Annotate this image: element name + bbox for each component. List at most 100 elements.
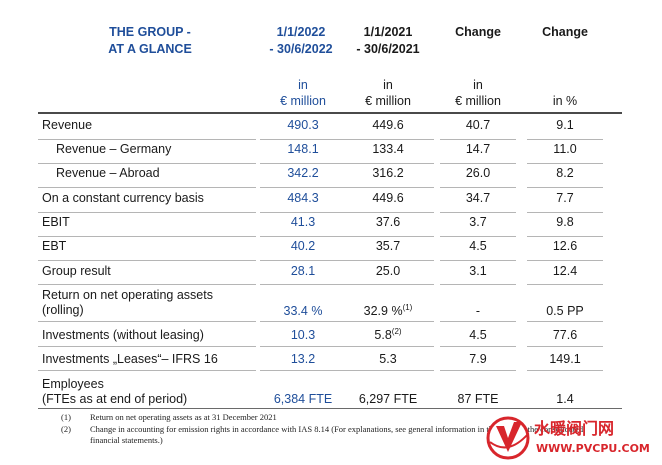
row-divider [342, 260, 434, 261]
header-rule [38, 112, 622, 114]
value-current-period: 484.3 [258, 191, 348, 206]
cell-value: 484.3 [287, 191, 319, 205]
cell-value: 37.6 [375, 215, 401, 229]
watermark-brand: 水暖阀门网 [534, 419, 614, 438]
row-divider [260, 370, 346, 371]
value-change-absolute: 3.1 [438, 264, 518, 279]
row-label: Revenue – Germany [56, 142, 172, 156]
row-divider [260, 346, 346, 347]
cell-value: 28.1 [290, 264, 316, 278]
cell-value: 7.9 [469, 352, 487, 366]
cell-value: 87 FTE [457, 392, 499, 406]
value-change-absolute: - [438, 304, 518, 319]
cell-value: 449.6 [372, 191, 404, 205]
cell-value: 26.0 [465, 166, 491, 180]
value-change-percent: 0.5 PP [525, 304, 605, 319]
row-divider [440, 236, 516, 237]
value-current-period: 41.3 [258, 215, 348, 230]
value-change-absolute: 3.7 [438, 215, 518, 230]
value-change-percent: 12.4 [525, 264, 605, 279]
row-divider [342, 284, 434, 285]
cell-value: 148.1 [287, 142, 319, 156]
row-label: Revenue – Abroad [56, 166, 160, 180]
cell-value: 77.6 [552, 328, 578, 342]
table-title: THE GROUP - AT A GLANCE [108, 25, 192, 56]
value-change-absolute: 26.0 [438, 166, 518, 181]
cell-value: 0.5 PP [546, 304, 584, 318]
row-divider [38, 212, 256, 213]
cell-value: 32.9 % [363, 304, 403, 318]
cell-value: 34.7 [465, 191, 491, 205]
value-prior-period: 25.0 [340, 264, 436, 279]
row-divider [38, 284, 256, 285]
cell-value: 490.3 [287, 118, 319, 132]
cell-value: 8.2 [556, 166, 574, 180]
row-divider [260, 321, 346, 322]
row-divider [342, 163, 434, 164]
unit-prior-period: in € million [365, 78, 411, 108]
value-current-period: 6,384 FTE [258, 392, 348, 407]
value-change-percent: 11.0 [525, 142, 605, 157]
row-divider [440, 139, 516, 140]
cell-value: 5.8 [374, 328, 392, 342]
row-divider [440, 187, 516, 188]
row-label: Return on net operating assets (rolling) [42, 288, 213, 317]
value-change-percent: 12.6 [525, 239, 605, 254]
row-label: On a constant currency basis [42, 191, 204, 205]
row-divider [342, 212, 434, 213]
cell-value: 3.7 [469, 215, 487, 229]
watermark-logo: 水暖阀门网 WWW.PVCPU.COM [478, 412, 662, 460]
value-prior-period: 133.4 [340, 142, 436, 157]
row-divider [527, 139, 603, 140]
row-label: EBT [42, 239, 67, 253]
row-divider [440, 284, 516, 285]
row-divider [260, 260, 346, 261]
value-current-period: 490.3 [258, 118, 348, 133]
cell-value: 3.1 [469, 264, 487, 278]
value-change-absolute: 87 FTE [438, 392, 518, 407]
cell-value: 1.4 [556, 392, 574, 406]
cell-value: 7.7 [556, 191, 574, 205]
value-change-percent: 9.1 [525, 118, 605, 133]
value-change-absolute: 40.7 [438, 118, 518, 133]
cell-value: 14.7 [465, 142, 491, 156]
row-divider [342, 187, 434, 188]
row-divider [38, 236, 256, 237]
cell-value: 13.2 [290, 352, 316, 366]
row-divider [527, 212, 603, 213]
row-divider [527, 346, 603, 347]
watermark-emblem-icon: 水暖阀门网 WWW.PVCPU.COM [486, 416, 650, 460]
cell-value: 4.5 [469, 328, 487, 342]
value-prior-period: 5.8(2) [340, 327, 436, 343]
unit-current-period: in € million [280, 78, 326, 108]
cell-value: 4.5 [469, 239, 487, 253]
value-change-absolute: 4.5 [438, 328, 518, 343]
row-divider [440, 163, 516, 164]
row-divider [527, 321, 603, 322]
column-header-prior-period: 1/1/2021 - 30/6/2021 [356, 25, 420, 56]
cell-value: 6,297 FTE [358, 392, 418, 406]
value-change-percent: 8.2 [525, 166, 605, 181]
cell-value: 25.0 [375, 264, 401, 278]
value-prior-period: 6,297 FTE [340, 392, 436, 407]
row-divider [38, 370, 256, 371]
bottom-rule [38, 408, 622, 409]
cell-value: 12.6 [552, 239, 578, 253]
cell-value: 449.6 [372, 118, 404, 132]
row-divider [527, 163, 603, 164]
cell-value: 6,384 FTE [273, 392, 333, 406]
row-divider [260, 163, 346, 164]
value-prior-period: 316.2 [340, 166, 436, 181]
row-label: EBIT [42, 215, 70, 229]
column-header-change-percent: Change [542, 25, 588, 39]
row-divider [38, 187, 256, 188]
value-current-period: 342.2 [258, 166, 348, 181]
cell-value: 316.2 [372, 166, 404, 180]
value-prior-period: 35.7 [340, 239, 436, 254]
cell-value: 10.3 [290, 328, 316, 342]
value-change-absolute: 7.9 [438, 352, 518, 367]
row-divider [440, 321, 516, 322]
row-divider [342, 139, 434, 140]
unit-change-absolute: in € million [455, 78, 501, 108]
column-header-change-absolute: Change [455, 25, 501, 39]
